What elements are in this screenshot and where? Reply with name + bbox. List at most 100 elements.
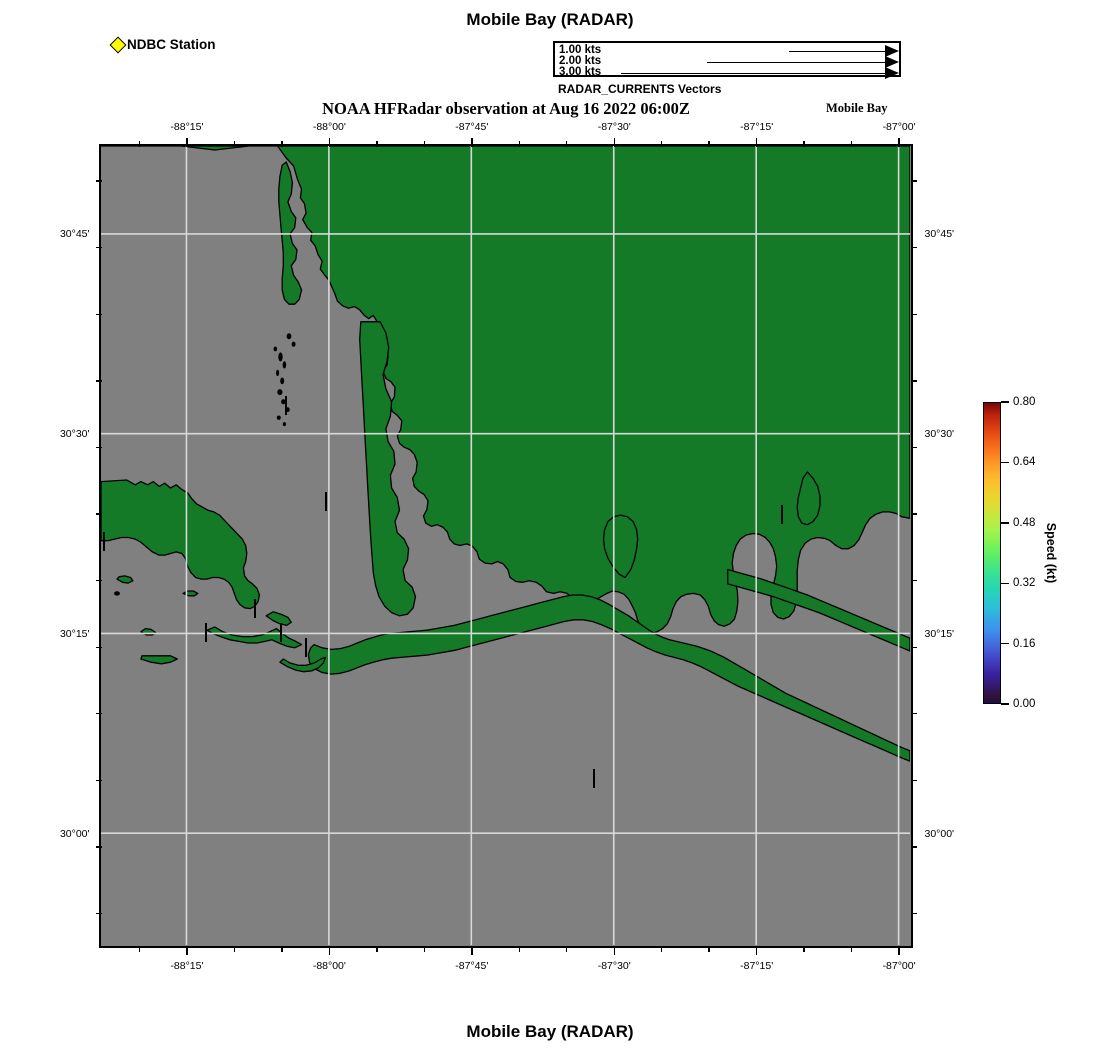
ndbc-station-marker[interactable] [279, 623, 282, 643]
axis-label-top: -87°00' [882, 120, 916, 133]
vector-arrowhead-icon-2 [885, 56, 899, 68]
station-diamond-icon [305, 637, 308, 657]
vector-arrowhead-icon-3 [885, 67, 899, 79]
land-polygon [796, 471, 821, 526]
axis-label-left: 30°00' [59, 827, 90, 840]
vector-legend-row-1: 1.00 kts [555, 44, 899, 57]
speed-colorbar: 0.00 0.16 0.32 0.48 0.64 0.80 Speed (kt) [975, 396, 1085, 710]
colorbar-tick-label: 0.64 [1013, 456, 1036, 469]
delta-island-speck [280, 377, 285, 385]
colorbar-tick-mark [1001, 522, 1009, 524]
vector-legend-line-1 [789, 51, 885, 53]
map-plot-area[interactable] [99, 144, 913, 948]
ndbc-station-marker[interactable] [305, 637, 308, 657]
axis-label-right: 30°30' [924, 428, 955, 441]
ndbc-station-marker[interactable] [205, 623, 208, 643]
colorbar-tick-mark [1001, 642, 1009, 645]
vector-legend-label-3: 3.00 kts [559, 66, 602, 78]
vector-scale-legend: 1.00 kts 2.00 kts 3.00 kts [553, 41, 901, 79]
station-diamond-icon [592, 768, 595, 788]
region-label: Mobile Bay [826, 101, 888, 115]
land-polygon [206, 626, 303, 649]
colorbar-gradient [983, 402, 1001, 704]
vector-legend-label-1: 1.00 kts [559, 44, 602, 56]
vector-legend-line-3 [621, 73, 885, 75]
axis-label-bottom: -87°45' [455, 959, 489, 972]
land-polygon [140, 655, 178, 665]
land-polygon [116, 575, 134, 584]
axis-label-bottom: -87°15' [740, 959, 774, 972]
land-polygon [307, 594, 910, 762]
axis-label-bottom: -88°00' [312, 959, 346, 972]
axis-label-left: 30°45' [59, 228, 90, 241]
land-polygons [101, 146, 910, 762]
delta-island-speck [286, 333, 292, 340]
axis-label-left: 30°30' [59, 428, 90, 441]
axis-label-bottom: -88°15' [170, 959, 204, 972]
delta-island-speck [278, 352, 283, 362]
ndbc-station-marker[interactable] [325, 491, 327, 511]
vector-legend-row-3: 3.00 kts [555, 66, 899, 79]
colorbar-tick-label: 0.00 [1013, 698, 1036, 710]
colorbar-tick-label: 0.48 [1013, 516, 1036, 529]
station-diamond-icon [325, 491, 327, 511]
delta-island-speck [273, 346, 278, 352]
ndbc-station-marker[interactable] [253, 599, 256, 619]
axis-label-bottom: -87°00' [882, 959, 916, 972]
axis-label-top: -88°00' [312, 120, 346, 133]
land-polygon [265, 611, 292, 627]
station-diamond-icon [780, 505, 783, 525]
axis-label-right: 30°00' [924, 827, 955, 840]
axis-label-bottom: -87°30' [597, 959, 631, 972]
ndbc-station-legend: NDBC Station [109, 36, 216, 54]
map-gridlines [101, 146, 910, 945]
station-diamond-icon [285, 395, 288, 415]
delta-island-speck [281, 399, 286, 405]
ndbc-station-marker[interactable] [780, 505, 783, 525]
axis-label-top: -88°15' [170, 120, 204, 133]
delta-island-speck [277, 389, 283, 396]
land-polygon [101, 146, 910, 635]
colorbar-tick-label: 0.80 [1013, 396, 1036, 408]
ndbc-station-marker[interactable] [285, 395, 288, 415]
page-title: Mobile Bay (RADAR) [466, 10, 634, 29]
land-polygon [279, 656, 327, 673]
delta-island-speck [282, 422, 286, 427]
axis-label-right: 30°45' [924, 228, 955, 241]
axis-label-top: -87°30' [597, 120, 631, 133]
delta-island-speck [282, 361, 287, 369]
delta-island-speck [276, 415, 281, 420]
ndbc-station-marker[interactable] [102, 531, 105, 551]
map-canvas [101, 146, 910, 945]
station-diamond-icon [205, 623, 208, 643]
station-diamond-icon [253, 599, 256, 619]
colorbar-tick-mark [1001, 703, 1009, 705]
observation-subtitle: NOAA HFRadar observation at Aug 16 2022 … [322, 99, 690, 118]
delta-island-speck [114, 591, 120, 596]
colorbar-axis-label: Speed (kt) [1044, 522, 1058, 584]
colorbar-tick-mark [1001, 582, 1009, 584]
axis-label-right: 30°15' [924, 627, 955, 640]
ndbc-station-marker[interactable] [592, 768, 595, 788]
axis-label-top: -87°45' [455, 120, 489, 133]
axis-label-left: 30°15' [59, 627, 90, 640]
land-polygon [602, 514, 639, 579]
land-polygon [359, 321, 417, 617]
colorbar-tick-label: 0.32 [1013, 577, 1036, 590]
ndbc-station-diamond-icon [109, 36, 127, 54]
station-diamond-icon [279, 623, 282, 643]
colorbar-tick-label: 0.16 [1013, 637, 1036, 650]
vector-legend-row-2: 2.00 kts [555, 55, 899, 68]
colorbar-tick-mark [1001, 461, 1009, 464]
footer-title: Mobile Bay (RADAR) [466, 1022, 634, 1041]
delta-island-speck [291, 341, 296, 347]
vector-legend-line-2 [707, 62, 885, 64]
vector-arrowhead-icon-1 [885, 45, 899, 57]
station-diamond-icon [102, 531, 105, 551]
land-polygon [727, 568, 910, 652]
vector-legend-caption: RADAR_CURRENTS Vectors [558, 82, 722, 96]
axis-label-top: -87°15' [740, 120, 774, 133]
colorbar-tick-mark [1001, 401, 1009, 403]
delta-island-speck [276, 369, 280, 377]
ndbc-station-legend-label: NDBC Station [127, 37, 216, 53]
